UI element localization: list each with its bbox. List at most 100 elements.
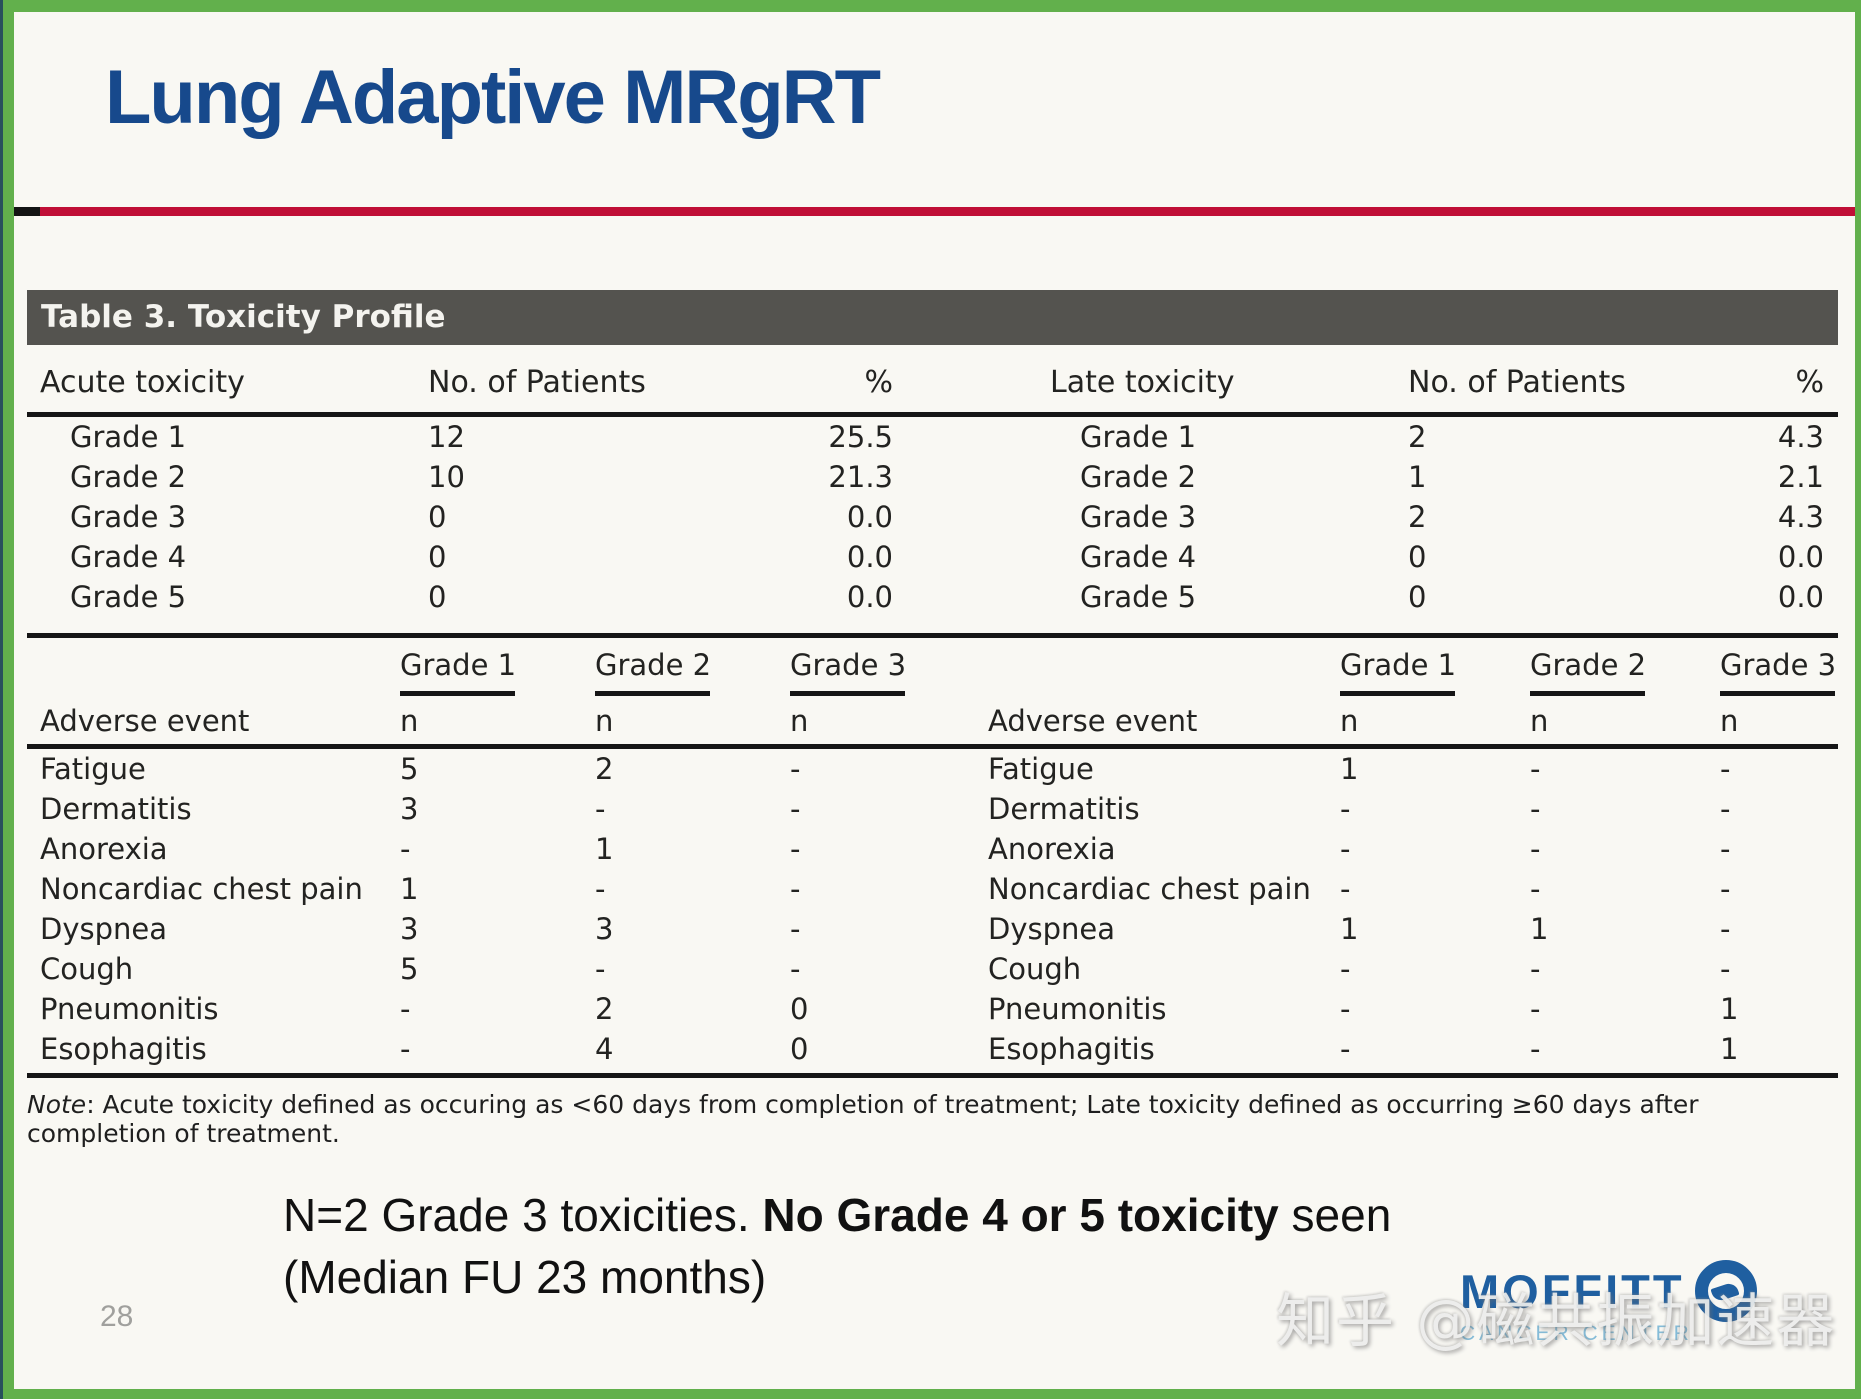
divider-cap — [14, 207, 40, 216]
table-cell: - — [1340, 832, 1351, 866]
slide-title: Lung Adaptive MRgRT — [105, 55, 881, 140]
grade-header-row: Grade 1 Grade 2 Grade 3 Grade 1 Grade 2 … — [27, 638, 1838, 696]
note-label: Note — [27, 1090, 87, 1119]
table-cell: - — [1340, 992, 1351, 1026]
table-cell: Anorexia — [988, 832, 1116, 866]
table-cell: - — [1340, 1032, 1351, 1066]
table-cell: Fatigue — [988, 752, 1094, 786]
table-cell: - — [595, 872, 606, 906]
table-cell: Grade 4 — [1080, 540, 1197, 574]
table-cell: 0 — [428, 540, 447, 574]
table-cell: - — [1340, 952, 1351, 986]
table-cell: - — [1720, 952, 1731, 986]
table-row: Dyspnea 3 3 - Dyspnea 1 1 - — [27, 909, 1838, 949]
table-cell: 4.3 — [1777, 500, 1824, 534]
table-cell: Dyspnea — [40, 912, 168, 946]
table-cell: - — [1530, 992, 1541, 1026]
table-cell: 0 — [1408, 580, 1427, 614]
table-cell: Anorexia — [40, 832, 168, 866]
table-cell: 5 — [400, 952, 419, 986]
table-cell: Grade 3 — [70, 500, 187, 534]
table-cell: 2 — [1408, 500, 1427, 534]
col-header-percent: % — [1795, 365, 1824, 400]
col-header-late-toxicity: Late toxicity — [1050, 365, 1235, 400]
table-cell: 4.3 — [1777, 420, 1824, 454]
title-divider — [14, 207, 1855, 216]
frame-left — [3, 0, 14, 1399]
frame-bottom — [0, 1389, 1861, 1399]
adverse-event-label: Adverse event — [40, 704, 250, 738]
table-cell: Pneumonitis — [40, 992, 219, 1026]
table-cell: Noncardiac chest pain — [40, 872, 363, 906]
table-cell: Esophagitis — [40, 1032, 207, 1066]
n-label: n — [400, 704, 419, 738]
grade-label: Grade 1 — [400, 648, 517, 682]
table-cell: - — [790, 872, 801, 906]
table-cell: Pneumonitis — [988, 992, 1167, 1026]
n-label: n — [790, 704, 809, 738]
table-cell: Grade 1 — [70, 420, 187, 454]
table-cell: Fatigue — [40, 752, 146, 786]
spacer — [27, 648, 400, 696]
table-cell: 1 — [1408, 460, 1427, 494]
adverse-rows: Fatigue 5 2 - Fatigue 1 - - Dermatitis 3… — [27, 749, 1838, 1069]
table-cell: - — [790, 952, 801, 986]
table-rule — [27, 1073, 1838, 1078]
table-cell: 10 — [428, 460, 465, 494]
table-cell: 0 — [790, 1032, 809, 1066]
table-cell: - — [595, 952, 606, 986]
grade-2-header: Grade 2 — [595, 648, 790, 696]
table-caption: Table 3. Toxicity Profile — [27, 290, 1838, 345]
col-header-acute-toxicity: Acute toxicity — [40, 365, 245, 400]
table-cell: - — [595, 792, 606, 826]
grade-label: Grade 2 — [1530, 648, 1647, 682]
grade-underline — [790, 691, 905, 696]
adverse-event-header-row: Adverse event n n n Adverse event n n n — [27, 696, 1838, 744]
table-cell: 1 — [1720, 992, 1739, 1026]
table-cell: 0.0 — [1777, 540, 1824, 574]
table-cell: - — [400, 832, 411, 866]
frame-right — [1855, 0, 1861, 1399]
table-cell: - — [1530, 952, 1541, 986]
table-cell: 1 — [1340, 912, 1359, 946]
table-cell: Esophagitis — [988, 1032, 1155, 1066]
spacer — [907, 365, 1037, 400]
grade-label: Grade 2 — [595, 648, 712, 682]
table-cell: 0.0 — [846, 500, 893, 534]
table-row: Grade 4 0 0.0 Grade 4 0 0.0 — [27, 537, 1838, 577]
grade-3-header: Grade 3 — [1720, 648, 1838, 696]
table-cell: Grade 2 — [1080, 460, 1197, 494]
table-cell: 3 — [595, 912, 614, 946]
table-cell: Grade 2 — [70, 460, 187, 494]
table-row: Grade 3 0 0.0 Grade 3 2 4.3 — [27, 497, 1838, 537]
n-label: n — [1530, 704, 1549, 738]
table-cell: - — [1530, 752, 1541, 786]
table-rule — [27, 744, 1838, 749]
spacer — [907, 577, 1037, 617]
grade-underline — [1720, 691, 1835, 696]
table-cell: Grade 5 — [1080, 580, 1197, 614]
table-cell: 2.1 — [1777, 460, 1824, 494]
table-row: Cough 5 - - Cough - - - — [27, 949, 1838, 989]
toxicity-table: Acute toxicity No. of Patients % Late to… — [27, 345, 1838, 1148]
table-rule — [27, 633, 1838, 638]
table-cell: 2 — [595, 992, 614, 1026]
table-row: Esophagitis - 4 0 Esophagitis - - 1 — [27, 1029, 1838, 1069]
table-cell: 12 — [428, 420, 465, 454]
statement-line-2: (Median FU 23 months) — [283, 1251, 767, 1303]
table-cell: - — [1720, 752, 1731, 786]
table-cell: Dermatitis — [988, 792, 1140, 826]
table-cell: - — [1530, 872, 1541, 906]
table-cell: 0 — [428, 500, 447, 534]
table-cell: Grade 4 — [70, 540, 187, 574]
table-cell: Dyspnea — [988, 912, 1116, 946]
table-cell: - — [1720, 872, 1731, 906]
summary-statement: N=2 Grade 3 toxicities. No Grade 4 or 5 … — [283, 1184, 1391, 1308]
summary-rows: Grade 1 12 25.5 Grade 1 2 4.3 Grade 2 10… — [27, 417, 1838, 617]
spacer — [907, 537, 1037, 577]
grade-underline — [595, 691, 710, 696]
table-cell: - — [1720, 912, 1731, 946]
grade-underline — [400, 691, 515, 696]
n-label: n — [1340, 704, 1359, 738]
col-header-patients: No. of Patients — [1408, 365, 1626, 400]
